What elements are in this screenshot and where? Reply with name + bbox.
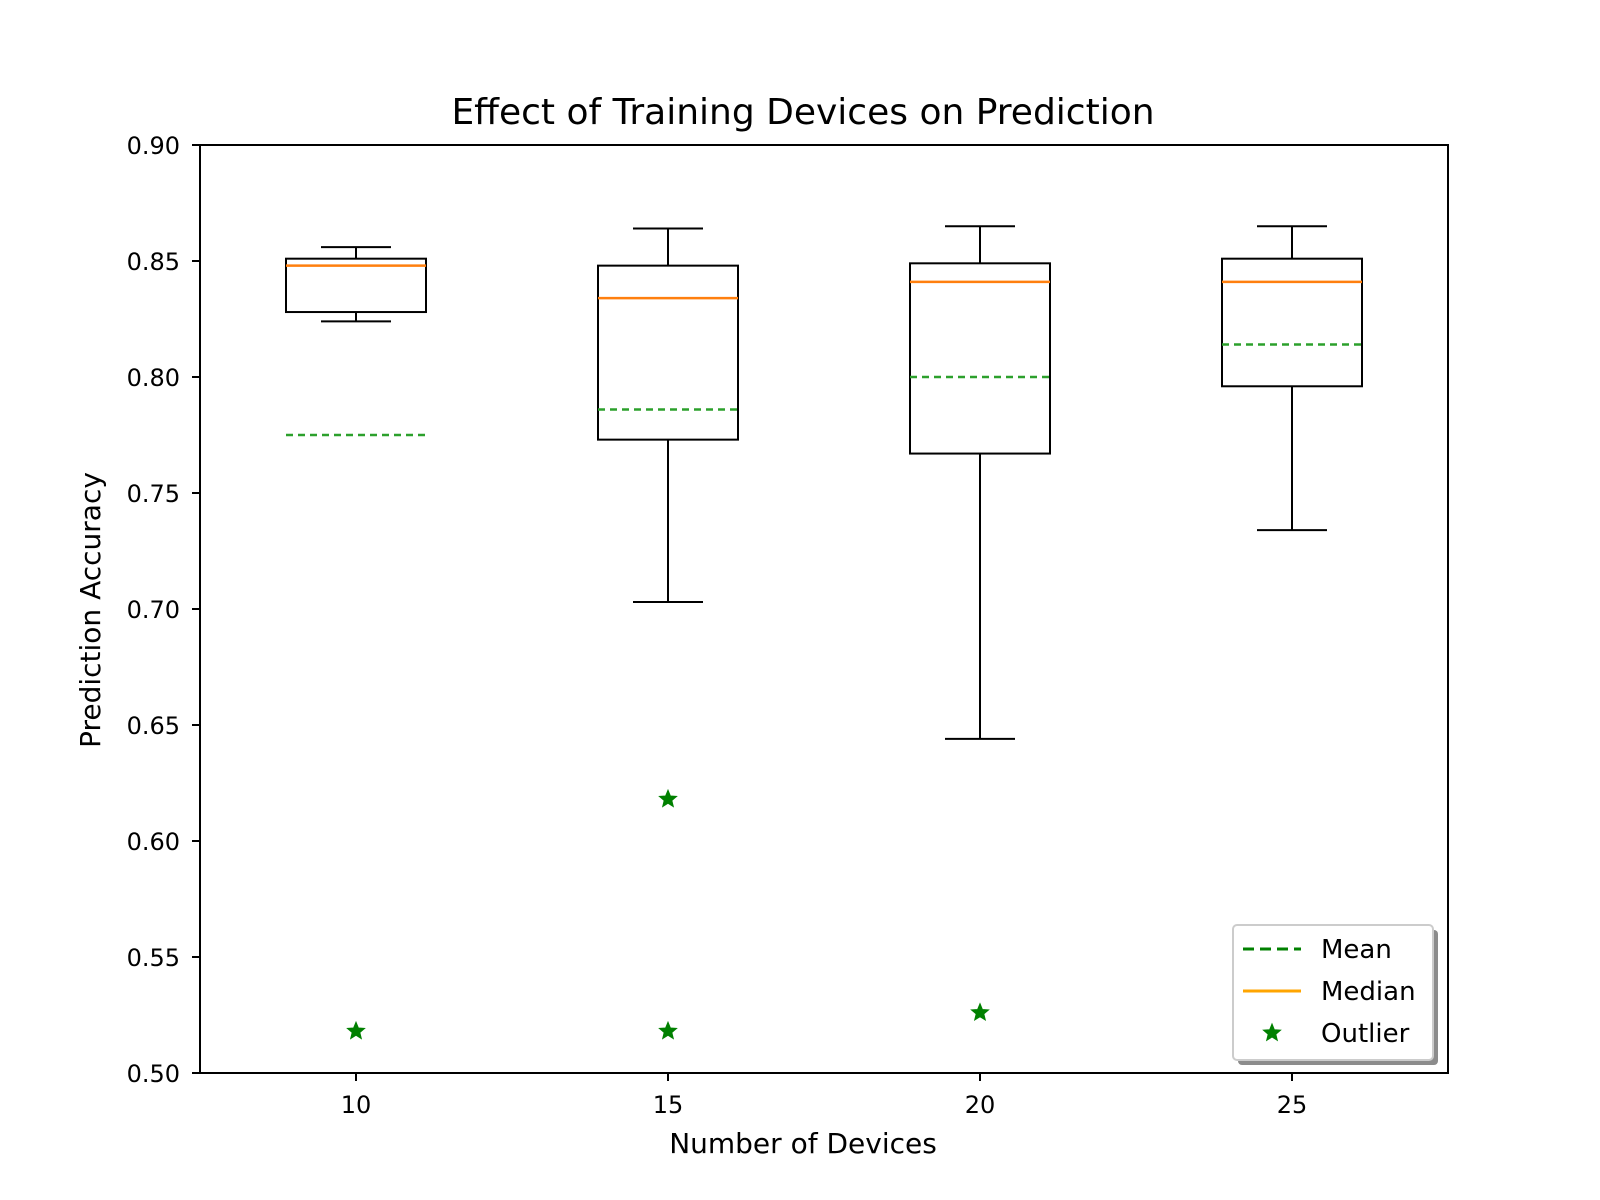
legend-item-outlier: Outlier xyxy=(1262,1019,1410,1049)
box-plot-20 xyxy=(909,225,1051,1022)
box-plot-25 xyxy=(1221,225,1363,532)
y-tick-label: 0.75 xyxy=(127,480,180,508)
legend-outlier-swatch xyxy=(1262,1022,1282,1042)
x-tick-label: 10 xyxy=(341,1091,372,1119)
y-tick-label: 0.80 xyxy=(127,364,180,392)
outlier-point xyxy=(658,1020,678,1040)
iqr-box xyxy=(597,264,739,441)
legend-box xyxy=(1232,924,1434,1061)
legend-label: Outlier xyxy=(1321,1019,1410,1049)
legend-label: Median xyxy=(1321,977,1416,1007)
y-tick-label: 0.55 xyxy=(127,944,180,972)
y-tick-label: 0.60 xyxy=(127,828,180,856)
box-plot-15 xyxy=(597,227,739,1040)
y-tick-label: 0.65 xyxy=(127,712,180,740)
outlier-point xyxy=(970,1002,990,1022)
box-plot-10 xyxy=(285,246,427,1040)
legend: Mean Median Outlier xyxy=(1232,924,1438,1065)
x-tick-label: 15 xyxy=(653,1091,684,1119)
iqr-box xyxy=(285,257,427,314)
legend-item-median: Median xyxy=(1243,977,1416,1007)
y-tick-label: 0.50 xyxy=(127,1060,180,1088)
y-tick-label: 0.70 xyxy=(127,596,180,624)
legend-label: Mean xyxy=(1321,935,1392,965)
x-axis-label: Number of Devices xyxy=(669,1127,937,1160)
chart-title: Effect of Training Devices on Prediction xyxy=(451,92,1154,133)
iqr-box xyxy=(1221,257,1363,388)
legend-item-mean: Mean xyxy=(1243,935,1392,965)
outlier-point xyxy=(346,1020,366,1040)
iqr-box xyxy=(909,262,1051,455)
y-tick-label: 0.85 xyxy=(127,248,180,276)
x-tick-label: 25 xyxy=(1277,1091,1308,1119)
plot-area: 0.50 0.55 0.60 0.65 0.70 0.75 0.80 0.85 0.90 10 15… xyxy=(127,132,1449,1119)
y-axis-label: Prediction Accuracy xyxy=(74,472,107,748)
x-tick-label: 20 xyxy=(965,1091,996,1119)
y-tick-label: 0.90 xyxy=(127,132,180,160)
outlier-point xyxy=(658,788,678,808)
